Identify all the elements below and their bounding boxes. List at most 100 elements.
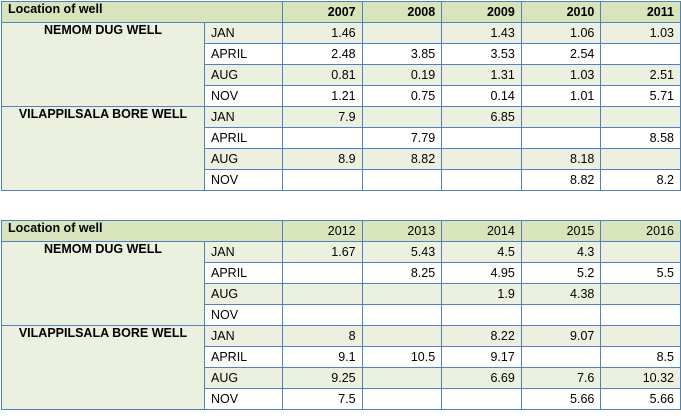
- value-cell: 8.22: [441, 325, 522, 347]
- value-cell: [282, 283, 363, 305]
- table-row: APRIL 2.48 3.85 3.53 2.54: [2, 43, 681, 65]
- value-cell: 10.32: [600, 367, 681, 389]
- location-header: Location of well: [0, 1, 284, 23]
- year-header: 2008: [361, 1, 443, 23]
- value-cell: 7.6: [520, 367, 602, 389]
- value-cell: [361, 283, 443, 305]
- value-cell: 8.2: [600, 169, 681, 191]
- value-cell: 10.5: [361, 346, 443, 368]
- value-cell: [600, 43, 681, 65]
- value-cell: [520, 304, 602, 326]
- month-cell: JAN: [203, 241, 284, 263]
- value-cell: 6.85: [441, 106, 522, 128]
- value-cell: [282, 169, 363, 191]
- value-cell: 0.19: [361, 64, 443, 86]
- value-cell: 8.25: [361, 262, 443, 284]
- month-cell: AUG: [203, 283, 284, 305]
- year-header: 2011: [600, 1, 681, 23]
- value-cell: [282, 127, 363, 149]
- year-header: 2013: [361, 220, 443, 242]
- table-header-row: Location of well 2007 2008 2009 2010 201…: [0, 1, 681, 23]
- month-cell: NOV: [203, 169, 284, 191]
- year-header: 2010: [520, 1, 602, 23]
- table-row: VILAPPILSALA BORE WELL JAN 7.9 6.85: [1, 106, 681, 191]
- table-row: NOV 7.5 5.66 5.66: [2, 388, 681, 410]
- month-cell: APRIL: [203, 262, 284, 284]
- value-cell: 4.95: [441, 262, 522, 284]
- year-header: 2015: [520, 220, 602, 242]
- value-cell: [441, 304, 522, 326]
- value-cell: 4.5: [441, 241, 522, 263]
- value-cell: [282, 304, 363, 326]
- value-cell: 5.2: [520, 262, 602, 284]
- well-name: VILAPPILSALA BORE WELL: [1, 106, 205, 191]
- value-cell: [520, 127, 602, 149]
- value-cell: [441, 388, 522, 410]
- value-cell: 3.53: [441, 43, 522, 65]
- value-cell: 8: [282, 325, 363, 347]
- well-data-table-2012-2016: Location of well 2012 2013 2014 2015 201…: [0, 220, 681, 410]
- value-cell: [361, 22, 443, 44]
- value-cell: 1.46: [282, 22, 363, 44]
- table-row: APRIL 7.79 8.58: [2, 127, 681, 149]
- value-cell: 8.58: [600, 127, 681, 149]
- value-cell: 7.79: [361, 127, 443, 149]
- value-cell: [600, 325, 681, 347]
- value-cell: 2.54: [520, 43, 602, 65]
- month-cell: JAN: [203, 106, 284, 128]
- value-cell: 9.25: [282, 367, 363, 389]
- month-cell: AUG: [203, 148, 284, 170]
- value-cell: [282, 262, 363, 284]
- value-cell: [600, 106, 681, 128]
- value-cell: [600, 283, 681, 305]
- value-cell: 5.66: [520, 388, 602, 410]
- year-header: 2016: [600, 220, 681, 242]
- value-cell: 8.9: [282, 148, 363, 170]
- table-row: APRIL 9.1 10.5 9.17 8.5: [2, 346, 681, 368]
- value-cell: [361, 325, 443, 347]
- value-cell: [361, 367, 443, 389]
- value-cell: 1.03: [520, 64, 602, 86]
- value-cell: 6.69: [441, 367, 522, 389]
- value-cell: [361, 388, 443, 410]
- month-cell: AUG: [203, 367, 284, 389]
- value-cell: 7.9: [282, 106, 363, 128]
- value-cell: 9.07: [520, 325, 602, 347]
- value-cell: 8.5: [600, 346, 681, 368]
- location-header: Location of well: [0, 220, 284, 242]
- value-cell: 4.3: [520, 241, 602, 263]
- year-header: 2007: [282, 1, 363, 23]
- value-cell: 1.31: [441, 64, 522, 86]
- value-cell: 8.82: [361, 148, 443, 170]
- value-cell: 1.9: [441, 283, 522, 305]
- well-name: NEMOM DUG WELL: [1, 22, 205, 107]
- value-cell: 3.85: [361, 43, 443, 65]
- year-header: 2014: [441, 220, 522, 242]
- value-cell: 1.06: [520, 22, 602, 44]
- value-cell: 0.75: [361, 85, 443, 107]
- well-data-table-2007-2011: Location of well 2007 2008 2009 2010 201…: [0, 1, 681, 191]
- table-row: AUG 8.9 8.82 8.18: [2, 148, 681, 170]
- value-cell: 5.43: [361, 241, 443, 263]
- month-cell: APRIL: [203, 346, 284, 368]
- table-header-row: Location of well 2012 2013 2014 2015 201…: [0, 220, 681, 242]
- month-cell: APRIL: [203, 43, 284, 65]
- year-header: 2012: [282, 220, 363, 242]
- value-cell: [600, 241, 681, 263]
- month-cell: APRIL: [203, 127, 284, 149]
- value-cell: 9.1: [282, 346, 363, 368]
- month-cell: NOV: [203, 304, 284, 326]
- month-cell: JAN: [203, 22, 284, 44]
- value-cell: 8.18: [520, 148, 602, 170]
- value-cell: 1.03: [600, 22, 681, 44]
- value-cell: 0.14: [441, 85, 522, 107]
- value-cell: 2.51: [600, 64, 681, 86]
- value-cell: 7.5: [282, 388, 363, 410]
- value-cell: 1.01: [520, 85, 602, 107]
- value-cell: 5.71: [600, 85, 681, 107]
- month-cell: NOV: [203, 85, 284, 107]
- value-cell: [441, 127, 522, 149]
- value-cell: 8.82: [520, 169, 602, 191]
- well-name: VILAPPILSALA BORE WELL: [1, 325, 205, 410]
- year-header: 2009: [441, 1, 522, 23]
